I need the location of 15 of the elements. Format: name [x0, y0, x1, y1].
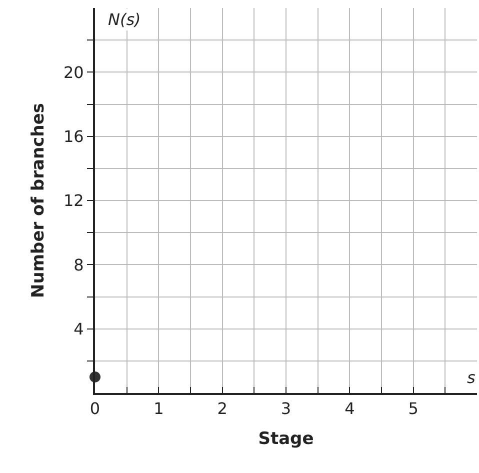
x-axis-title: Stage — [258, 429, 314, 450]
y-tick-label: 20 — [63, 62, 84, 82]
x-tick-label: 4 — [344, 399, 355, 418]
y-tick-label: 16 — [63, 126, 84, 146]
y-tick-label: 12 — [63, 191, 84, 210]
y-axis-title: Number of branches — [28, 103, 48, 298]
annotation: N(s) — [108, 10, 141, 29]
x-tick-label: 0 — [90, 399, 100, 418]
y-tick-label: 4 — [74, 319, 84, 338]
y-tick-label: 8 — [74, 255, 84, 274]
x-tick-label: 1 — [154, 399, 164, 418]
x-tick-label: 2 — [217, 399, 228, 418]
x-tick-label: 5 — [408, 399, 418, 418]
annotation: s — [467, 368, 476, 387]
x-tick-label: 3 — [280, 399, 292, 418]
